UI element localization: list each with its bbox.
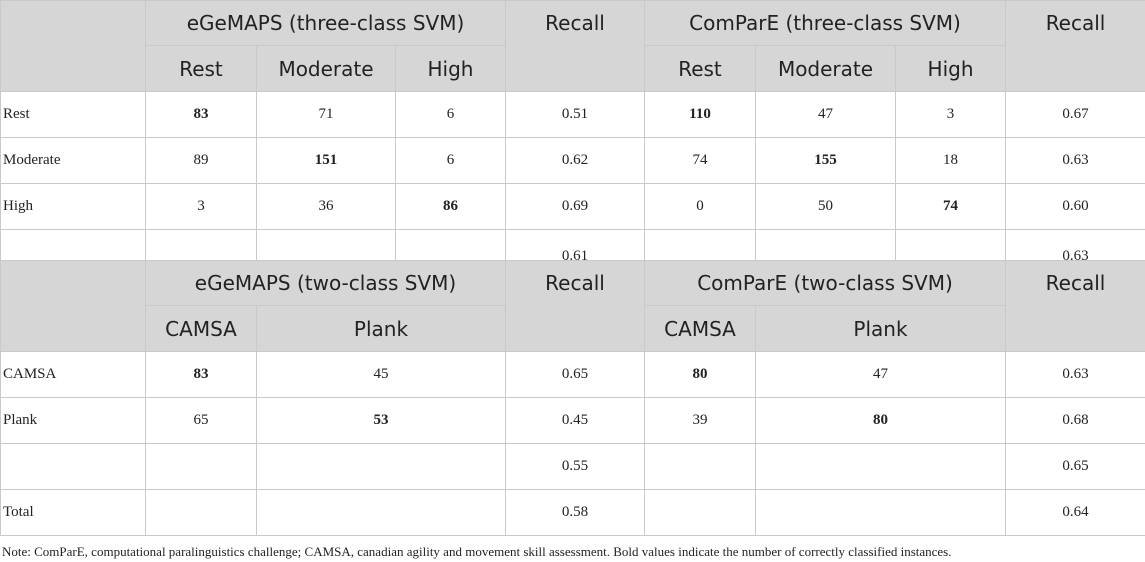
recall-cell: 0.58 [505,489,645,536]
table-cell: 6 [395,137,506,184]
recall-cell: 0.62 [505,137,645,184]
row-label-total: Total [0,489,146,536]
table-cell [644,229,756,261]
row-label [0,229,146,261]
table-cell: 83 [145,351,257,398]
compare-camsa-header: CAMSA [644,305,756,352]
table-cell: 36 [256,183,396,230]
recall-cell: 0.65 [505,351,645,398]
recall-cell: 0.55 [505,443,645,490]
egemaps-three-class-header: eGeMAPS (three-class SVM) [145,0,506,46]
table-cell: 47 [755,351,1006,398]
recall-cell: 0.69 [505,183,645,230]
empty-corner-cell [0,0,146,92]
table-cell: 74 [644,137,756,184]
table-row: 0.61 0.63 [0,229,1145,261]
table-cell [644,489,756,536]
recall-cell: 0.67 [1005,91,1145,138]
table-row: High 3 36 86 0.69 0 50 74 0.60 [0,183,1145,230]
table-cell: 39 [644,397,756,444]
table-cell: 6 [395,91,506,138]
table-footnote: Note: ComParE, computational paralinguis… [2,544,952,559]
recall-cell: 0.63 [1005,351,1145,398]
compare-recall-header: Recall [1005,0,1145,92]
compare-plank-header: Plank [755,305,1006,352]
table-cell [256,489,506,536]
table-cell: 53 [256,397,506,444]
table-cell [145,229,257,261]
table-cell: 3 [894,91,1007,138]
recall-cell: 0.64 [1005,489,1145,536]
egemaps-two-class-header: eGeMAPS (two-class SVM) [145,260,506,306]
table-cell: 71 [256,91,396,138]
recall-cell: 0.68 [1005,397,1145,444]
row-label [0,443,146,490]
compare-moderate-header: Moderate [755,45,896,92]
table-cell: 18 [894,137,1007,184]
table-cell: 110 [644,91,756,138]
table-cell: 74 [894,183,1007,230]
table-cell: 45 [256,351,506,398]
table-cell: 80 [644,351,756,398]
row-label: Plank [0,397,146,444]
egemaps-recall-header: Recall [505,0,645,92]
table-cell [256,229,396,261]
recall-cell: 0.51 [505,91,645,138]
table-cell [145,489,257,536]
table-cell: 151 [256,137,396,184]
recall-cell: 0.45 [505,397,645,444]
compare-rest-header: Rest [644,45,756,92]
table-cell: 0 [644,183,756,230]
table-cell: 80 [755,397,1006,444]
recall-cell: 0.65 [1005,443,1145,490]
compare-two-class-header: ComParE (two-class SVM) [644,260,1006,306]
egemaps-high-header: High [395,45,506,92]
table-cell: 83 [145,91,257,138]
recall-cell: 0.63 [1005,229,1145,261]
recall-cell: 0.63 [1005,137,1145,184]
table-cell: 89 [145,137,257,184]
table-cell: 86 [395,183,506,230]
recall-cell: 0.60 [1005,183,1145,230]
table-cell: 50 [755,183,896,230]
table-cell [256,443,506,490]
egemaps-moderate-header: Moderate [256,45,396,92]
row-label: High [0,183,146,230]
table-cell [755,443,1006,490]
three-class-confusion-table: eGeMAPS (three-class SVM) Recall ComParE… [0,0,1145,261]
compare-high-header: High [894,45,1007,92]
table-cell [145,443,257,490]
table-row: 0.55 0.65 [0,443,1145,490]
table-cell: 155 [755,137,896,184]
table-cell [395,229,506,261]
egemaps-recall-header: Recall [505,260,645,352]
table-row: CAMSA 83 45 0.65 80 47 0.63 [0,351,1145,398]
table-cell [894,229,1007,261]
table-cell: 47 [755,91,896,138]
row-label: Moderate [0,137,146,184]
table-cell: 65 [145,397,257,444]
recall-cell: 0.61 [505,229,645,261]
egemaps-rest-header: Rest [145,45,257,92]
table-cell [755,229,896,261]
table-cell: 3 [145,183,257,230]
row-label: Rest [0,91,146,138]
table-row: Moderate 89 151 6 0.62 74 155 18 0.63 [0,137,1145,184]
table-cell [644,443,756,490]
two-class-confusion-table: eGeMAPS (two-class SVM) Recall ComParE (… [0,260,1145,536]
table-row: Rest 83 71 6 0.51 110 47 3 0.67 [0,91,1145,138]
row-label: CAMSA [0,351,146,398]
table-cell [755,489,1006,536]
table-row: Total 0.58 0.64 [0,489,1145,536]
egemaps-plank-header: Plank [256,305,506,352]
empty-corner-cell [0,260,146,352]
egemaps-camsa-header: CAMSA [145,305,257,352]
table-row: Plank 65 53 0.45 39 80 0.68 [0,397,1145,444]
compare-three-class-header: ComParE (three-class SVM) [643,0,1007,46]
compare-recall-header: Recall [1005,260,1145,352]
